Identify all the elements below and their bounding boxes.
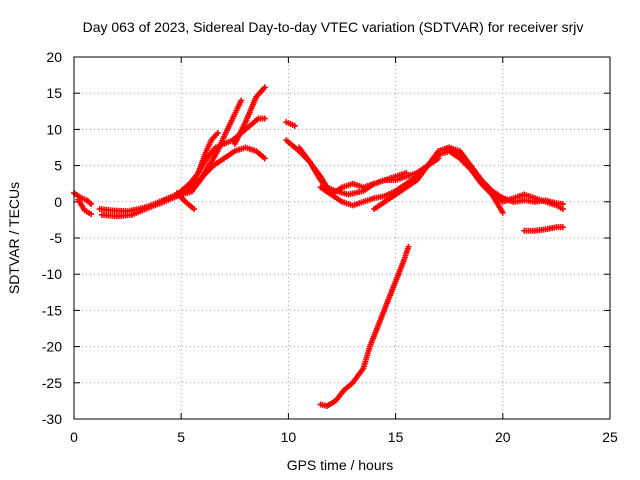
series-track-b <box>75 196 95 218</box>
data-point <box>214 130 221 137</box>
x-tick-label: 10 <box>281 429 297 445</box>
y-tick-label: -5 <box>50 230 63 246</box>
data-point <box>559 224 566 231</box>
plot-frame <box>73 56 611 420</box>
x-tick-label: 5 <box>177 429 185 445</box>
y-tick-label: 15 <box>46 85 62 101</box>
data-point <box>261 115 268 122</box>
series-track-g <box>191 144 268 191</box>
series-track-k <box>283 119 298 129</box>
series-track-j <box>173 190 198 213</box>
data-point <box>261 155 268 162</box>
y-tick-label: 5 <box>54 158 62 174</box>
series-track-r <box>521 224 566 234</box>
data-point <box>499 209 506 216</box>
axis-ticks: 0 5 10 15 20 25 20 15 10 5 0 -5 -10 -15 -20 -25 -30 <box>42 49 618 445</box>
x-tick-label: 20 <box>495 429 511 445</box>
chart-title: Day 063 of 2023, Sidereal Day-to-day VTE… <box>83 19 584 35</box>
y-tick-label: -30 <box>42 411 62 427</box>
data-point <box>88 200 95 207</box>
x-tick-label: 0 <box>70 429 78 445</box>
y-axis-label: SDTVAR / TECUs <box>6 182 22 294</box>
x-tick-label: 25 <box>602 429 618 445</box>
data-point <box>191 206 198 213</box>
data-point <box>559 200 566 207</box>
series-track-m <box>296 144 506 216</box>
series-track-q <box>499 195 566 207</box>
data-point <box>559 206 566 213</box>
y-tick-label: -15 <box>42 302 62 318</box>
data-point <box>435 155 442 162</box>
series-track-n <box>317 155 442 198</box>
data-point <box>238 97 245 104</box>
y-tick-label: 0 <box>54 194 62 210</box>
y-tick-label: 10 <box>46 121 62 137</box>
y-tick-label: 20 <box>46 49 62 65</box>
y-tick-label: -20 <box>42 339 62 355</box>
x-axis-label: GPS time / hours <box>287 457 394 473</box>
series-track-i <box>195 130 221 176</box>
y-tick-label: -10 <box>42 266 62 282</box>
y-tick-label: -25 <box>42 375 62 391</box>
data-point <box>291 122 298 129</box>
data-series <box>71 84 566 409</box>
data-point <box>405 243 412 250</box>
series-track-h <box>231 84 268 147</box>
data-point <box>261 84 268 91</box>
series-track-s <box>317 243 412 409</box>
x-tick-label: 15 <box>388 429 404 445</box>
grid-lines <box>74 57 610 419</box>
data-point <box>88 211 95 218</box>
